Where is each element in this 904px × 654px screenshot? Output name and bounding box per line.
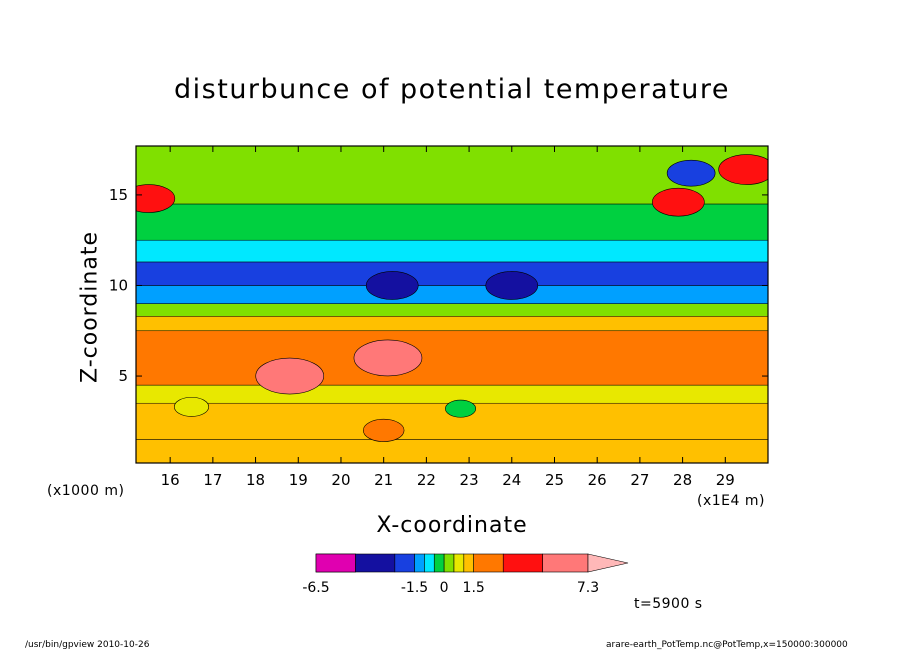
plot-frame — [135, 145, 769, 464]
colorbar-tick-label: 7.3 — [577, 580, 599, 596]
colorbar-swatch-7 — [453, 553, 465, 573]
colorbar-swatch-6 — [443, 553, 455, 573]
x-tick-label: 28 — [673, 471, 692, 489]
contour-band-0 — [136, 439, 768, 463]
colorbar-swatch-1 — [355, 553, 396, 573]
footer-file: arare-earth_PotTemp.nc@PotTemp,x=150000:… — [606, 640, 848, 650]
x-tick-label: 19 — [289, 471, 308, 489]
colorbar-swatch-low — [315, 553, 356, 573]
plot-area — [136, 146, 768, 463]
colorbar-swatch-4 — [424, 553, 435, 573]
contour-feature-6 — [353, 339, 423, 377]
colorbar-swatch-8 — [463, 553, 474, 573]
x-tick-label: 27 — [630, 471, 649, 489]
contour-band-8 — [136, 239, 768, 263]
x-tick-label: 26 — [588, 471, 607, 489]
contour-feature-0 — [666, 159, 716, 187]
contour-feature-2 — [136, 184, 176, 213]
x-tick-label: 25 — [545, 471, 564, 489]
contour-feature-8 — [445, 399, 477, 418]
x-tick-label: 24 — [502, 471, 521, 489]
colorbar-tick-label: 0 — [440, 580, 449, 596]
x-tick-label: 18 — [246, 471, 265, 489]
contour-band-6 — [136, 285, 768, 304]
x-axis-label: X-coordinate — [376, 513, 528, 538]
colorbar: -6.5 -1.5 0 1.5 7.3 — [302, 553, 629, 596]
x-unit-label-right: (x1E4 m) — [697, 493, 765, 509]
colorbar-tick-label: -1.5 — [401, 580, 428, 596]
contour-feature-5 — [485, 271, 539, 300]
x-tick-label: 17 — [203, 471, 222, 489]
colorbar-tick-label: -6.5 — [302, 580, 329, 596]
chart-title: disturbunce of potential temperature — [174, 74, 730, 105]
contour-feature-7 — [255, 357, 325, 395]
footer-command: /usr/bin/gpview 2010-10-26 — [25, 640, 150, 650]
colorbar-swatch-9 — [473, 553, 504, 573]
contour-band-4 — [136, 316, 768, 332]
x-unit-label-left: (x1000 m) — [47, 483, 125, 499]
time-label: t=5900 s — [634, 596, 703, 612]
contour-feature-3 — [652, 187, 705, 217]
contour-band-3 — [136, 330, 768, 386]
colorbar-swatch-5 — [433, 553, 445, 573]
y-tick-label: 15 — [109, 186, 128, 204]
colorbar-arrow — [587, 553, 629, 573]
contour-band-7 — [136, 261, 768, 286]
colorbar-swatch-3 — [414, 553, 425, 573]
x-tick-label: 29 — [716, 471, 735, 489]
axis-ticks: 16 17 18 19 20 21 22 23 24 25 26 27 28 29 5 10 15 — [109, 146, 768, 489]
x-tick-label: 16 — [161, 471, 180, 489]
y-tick-label: 5 — [118, 367, 128, 385]
colorbar-swatch-2 — [394, 553, 415, 573]
x-tick-label: 20 — [331, 471, 350, 489]
colorbar-swatch-10 — [502, 553, 543, 573]
contour-feature-4 — [365, 271, 419, 300]
y-axis-label: Z-coordinate — [77, 231, 103, 383]
contour-feature-10 — [362, 418, 405, 442]
contour-band-2 — [136, 384, 768, 404]
x-tick-label: 21 — [374, 471, 393, 489]
contour-feature-1 — [718, 154, 768, 185]
y-tick-label: 10 — [109, 276, 128, 294]
contour-feature-9 — [174, 396, 210, 417]
x-tick-label: 23 — [460, 471, 479, 489]
x-tick-label: 22 — [417, 471, 436, 489]
colorbar-tick-label: 1.5 — [463, 580, 485, 596]
contour-band-5 — [136, 303, 768, 317]
colorbar-swatch-11 — [542, 553, 589, 573]
